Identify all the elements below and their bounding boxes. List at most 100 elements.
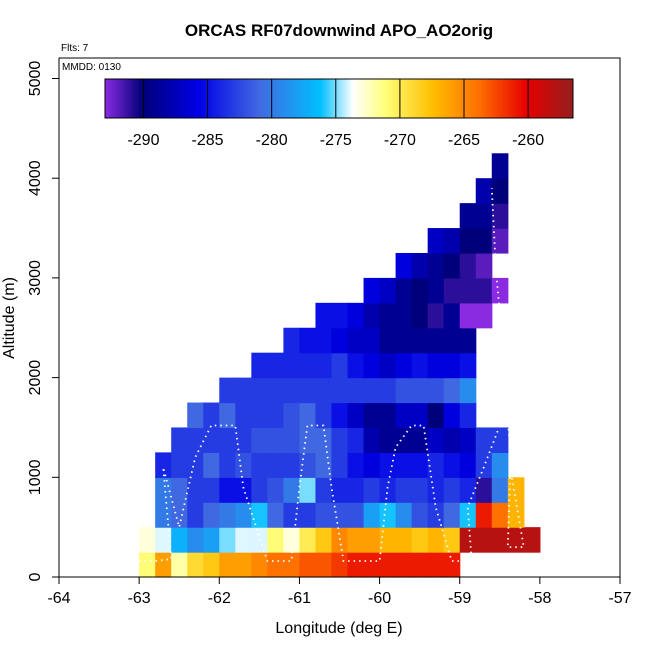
heatmap-cell [283, 552, 301, 578]
heatmap-cell [395, 552, 413, 578]
heatmap-cell [459, 377, 477, 404]
heatmap-cell [459, 402, 477, 429]
x-axis-label: Longitude (deg E) [275, 620, 402, 637]
heatmap-cell [427, 327, 445, 354]
heatmap-cell [363, 352, 381, 379]
heatmap-cell [459, 302, 477, 329]
heatmap-cell [267, 377, 284, 404]
heatmap-cell [459, 277, 477, 304]
x-tick-label: -63 [128, 590, 151, 607]
heatmap-cell [235, 527, 252, 553]
heatmap-cell [491, 228, 509, 254]
heatmap-cell [203, 427, 220, 453]
heatmap-cell [251, 352, 268, 379]
heatmap-cell [315, 552, 333, 578]
heatmap-cell [475, 502, 493, 528]
heatmap-cell [443, 377, 461, 404]
heatmap-cell [267, 527, 284, 553]
heatmap-cell [315, 452, 333, 478]
x-tick-label: -61 [288, 590, 311, 607]
heatmap-cell [395, 502, 413, 528]
heatmap-cell [283, 427, 301, 453]
heatmap-cell [475, 302, 493, 329]
heatmap-cell [491, 527, 509, 553]
heatmap-cell [443, 527, 461, 553]
heatmap-cell [315, 377, 333, 404]
heatmap-cell [283, 377, 301, 404]
heatmap-cell [459, 228, 477, 254]
heatmap-cell [459, 427, 477, 453]
heatmap-cell [139, 527, 156, 553]
heatmap-cell [427, 552, 445, 578]
heatmap-cell [379, 477, 397, 503]
heatmap-cell [187, 552, 204, 578]
heatmap-cell [267, 477, 284, 503]
heatmap-cell [203, 552, 220, 578]
chart-title: ORCAS RF07downwind APO_AO2orig [185, 21, 493, 40]
flight-track-line [139, 188, 525, 562]
colorbar-tick-label: -265 [448, 132, 480, 149]
heatmap-cell [315, 502, 333, 528]
heatmap-cell [443, 477, 461, 503]
heatmap-cell [475, 178, 493, 204]
heatmap-cell [155, 477, 172, 503]
heatmap-cell [203, 477, 220, 503]
heatmap-cell [187, 477, 204, 503]
heatmap-cell [347, 302, 365, 329]
heatmap-cell [427, 402, 445, 429]
heatmap-cell [283, 352, 301, 379]
heatmap-cell [155, 452, 172, 478]
colorbar-tick-label: -280 [256, 132, 288, 149]
heatmap-cell [491, 153, 509, 179]
heatmap-cell [171, 477, 188, 503]
heatmap-cell [267, 427, 284, 453]
flight-track [139, 188, 525, 562]
heatmap-cell [507, 502, 525, 528]
heatmap-cell [251, 502, 268, 528]
heatmap-cell [395, 327, 413, 354]
heatmap-cell [331, 402, 349, 429]
heatmap-cell [283, 527, 301, 553]
heatmap-cell [251, 452, 268, 478]
heatmap-cell [363, 452, 381, 478]
y-tick-label: 1000 [27, 459, 44, 495]
heatmap-cell [379, 327, 397, 354]
heatmap-cell [267, 402, 284, 429]
colorbar-tick-label: -290 [127, 132, 159, 149]
heatmap-cell [331, 552, 349, 578]
heatmap-cell [347, 427, 365, 453]
heatmap-cell [315, 302, 333, 329]
heatmap-cell [411, 302, 429, 329]
heatmap-cell [443, 327, 461, 354]
heatmap-cell [491, 427, 509, 453]
heatmap-cell [219, 552, 236, 578]
heatmap-cell [331, 302, 349, 329]
heatmap-cell [491, 203, 509, 229]
heatmap-cell [427, 228, 445, 254]
heatmap-cell [267, 502, 284, 528]
x-tick-label: -60 [368, 590, 391, 607]
heatmap-cell [395, 302, 413, 329]
heatmap-cell [459, 527, 477, 553]
heatmap-cell [171, 552, 188, 578]
heatmap-cell [491, 477, 509, 503]
heatmap-cell [427, 302, 445, 329]
heatmap-cell [427, 252, 445, 279]
heatmap-cell [427, 352, 445, 379]
heatmap-cell [427, 377, 445, 404]
heatmap-cell [427, 452, 445, 478]
heatmap-cell [219, 477, 236, 503]
heatmap-cell [475, 427, 493, 453]
heatmap-cell [427, 502, 445, 528]
heatmap-cell [315, 427, 333, 453]
heatmap-cell [251, 427, 268, 453]
x-tick-label: -58 [528, 590, 551, 607]
heatmap-cell [155, 527, 172, 553]
heatmap-cell [251, 552, 268, 578]
heatmap-cell [395, 452, 413, 478]
heatmap-cell [411, 477, 429, 503]
heatmap-cell [395, 377, 413, 404]
heatmap-cell [203, 402, 220, 429]
heatmap-cell [379, 452, 397, 478]
